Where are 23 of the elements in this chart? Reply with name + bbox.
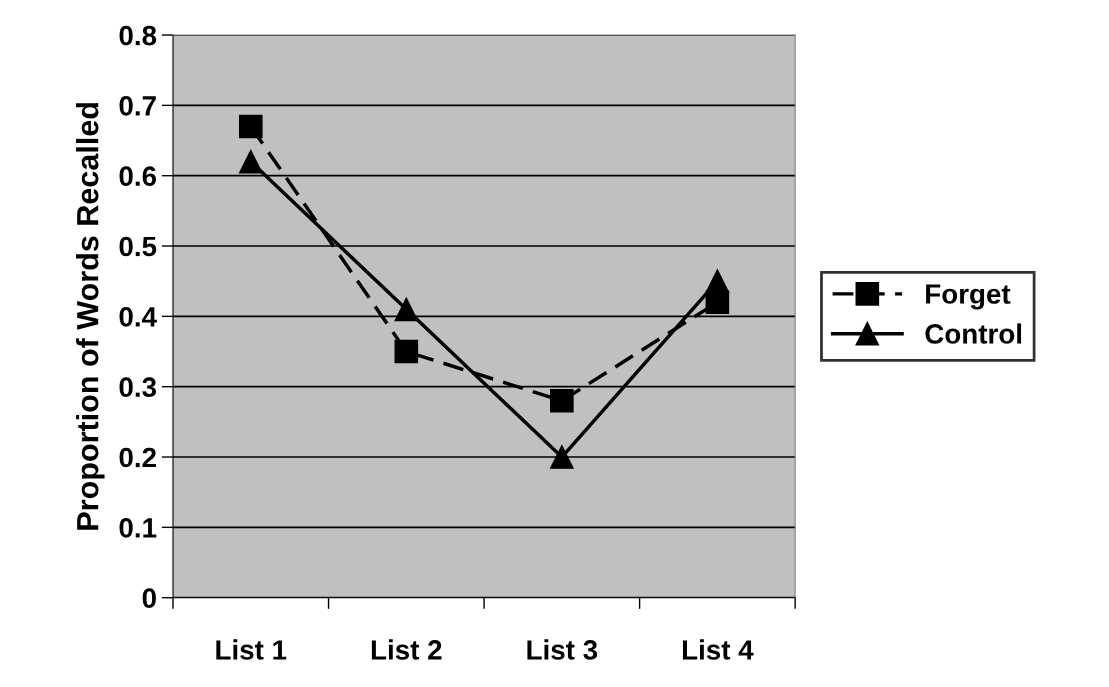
y-tick-label: 0.5 <box>119 236 157 257</box>
y-tick-label: 0.7 <box>119 96 156 116</box>
legend-label: Forget <box>926 284 1011 310</box>
y-tick-label: 0.6 <box>119 166 157 187</box>
y-tick-label: 0.1 <box>119 518 157 538</box>
point <box>550 388 574 413</box>
y-axis-title: Proportion of Words Recalled <box>76 103 105 530</box>
point <box>394 339 419 364</box>
legend-label: Control <box>925 323 1022 344</box>
y-tick-label: 0 <box>142 588 156 609</box>
y-tick-label: 0.8 <box>119 25 157 46</box>
y-tick-label: 0.4 <box>119 307 157 327</box>
x-tick-label: List 1 <box>216 639 287 660</box>
x-tick-label: List 2 <box>371 639 442 660</box>
x-tick-label: List 4 <box>682 639 754 660</box>
y-tick-label: 0.3 <box>119 377 157 398</box>
point <box>238 114 263 139</box>
point <box>705 269 730 294</box>
x-tick-label: List 3 <box>527 639 598 660</box>
point <box>394 297 419 322</box>
point <box>550 445 574 469</box>
point <box>238 149 263 174</box>
y-tick-label: 0.2 <box>119 447 156 468</box>
